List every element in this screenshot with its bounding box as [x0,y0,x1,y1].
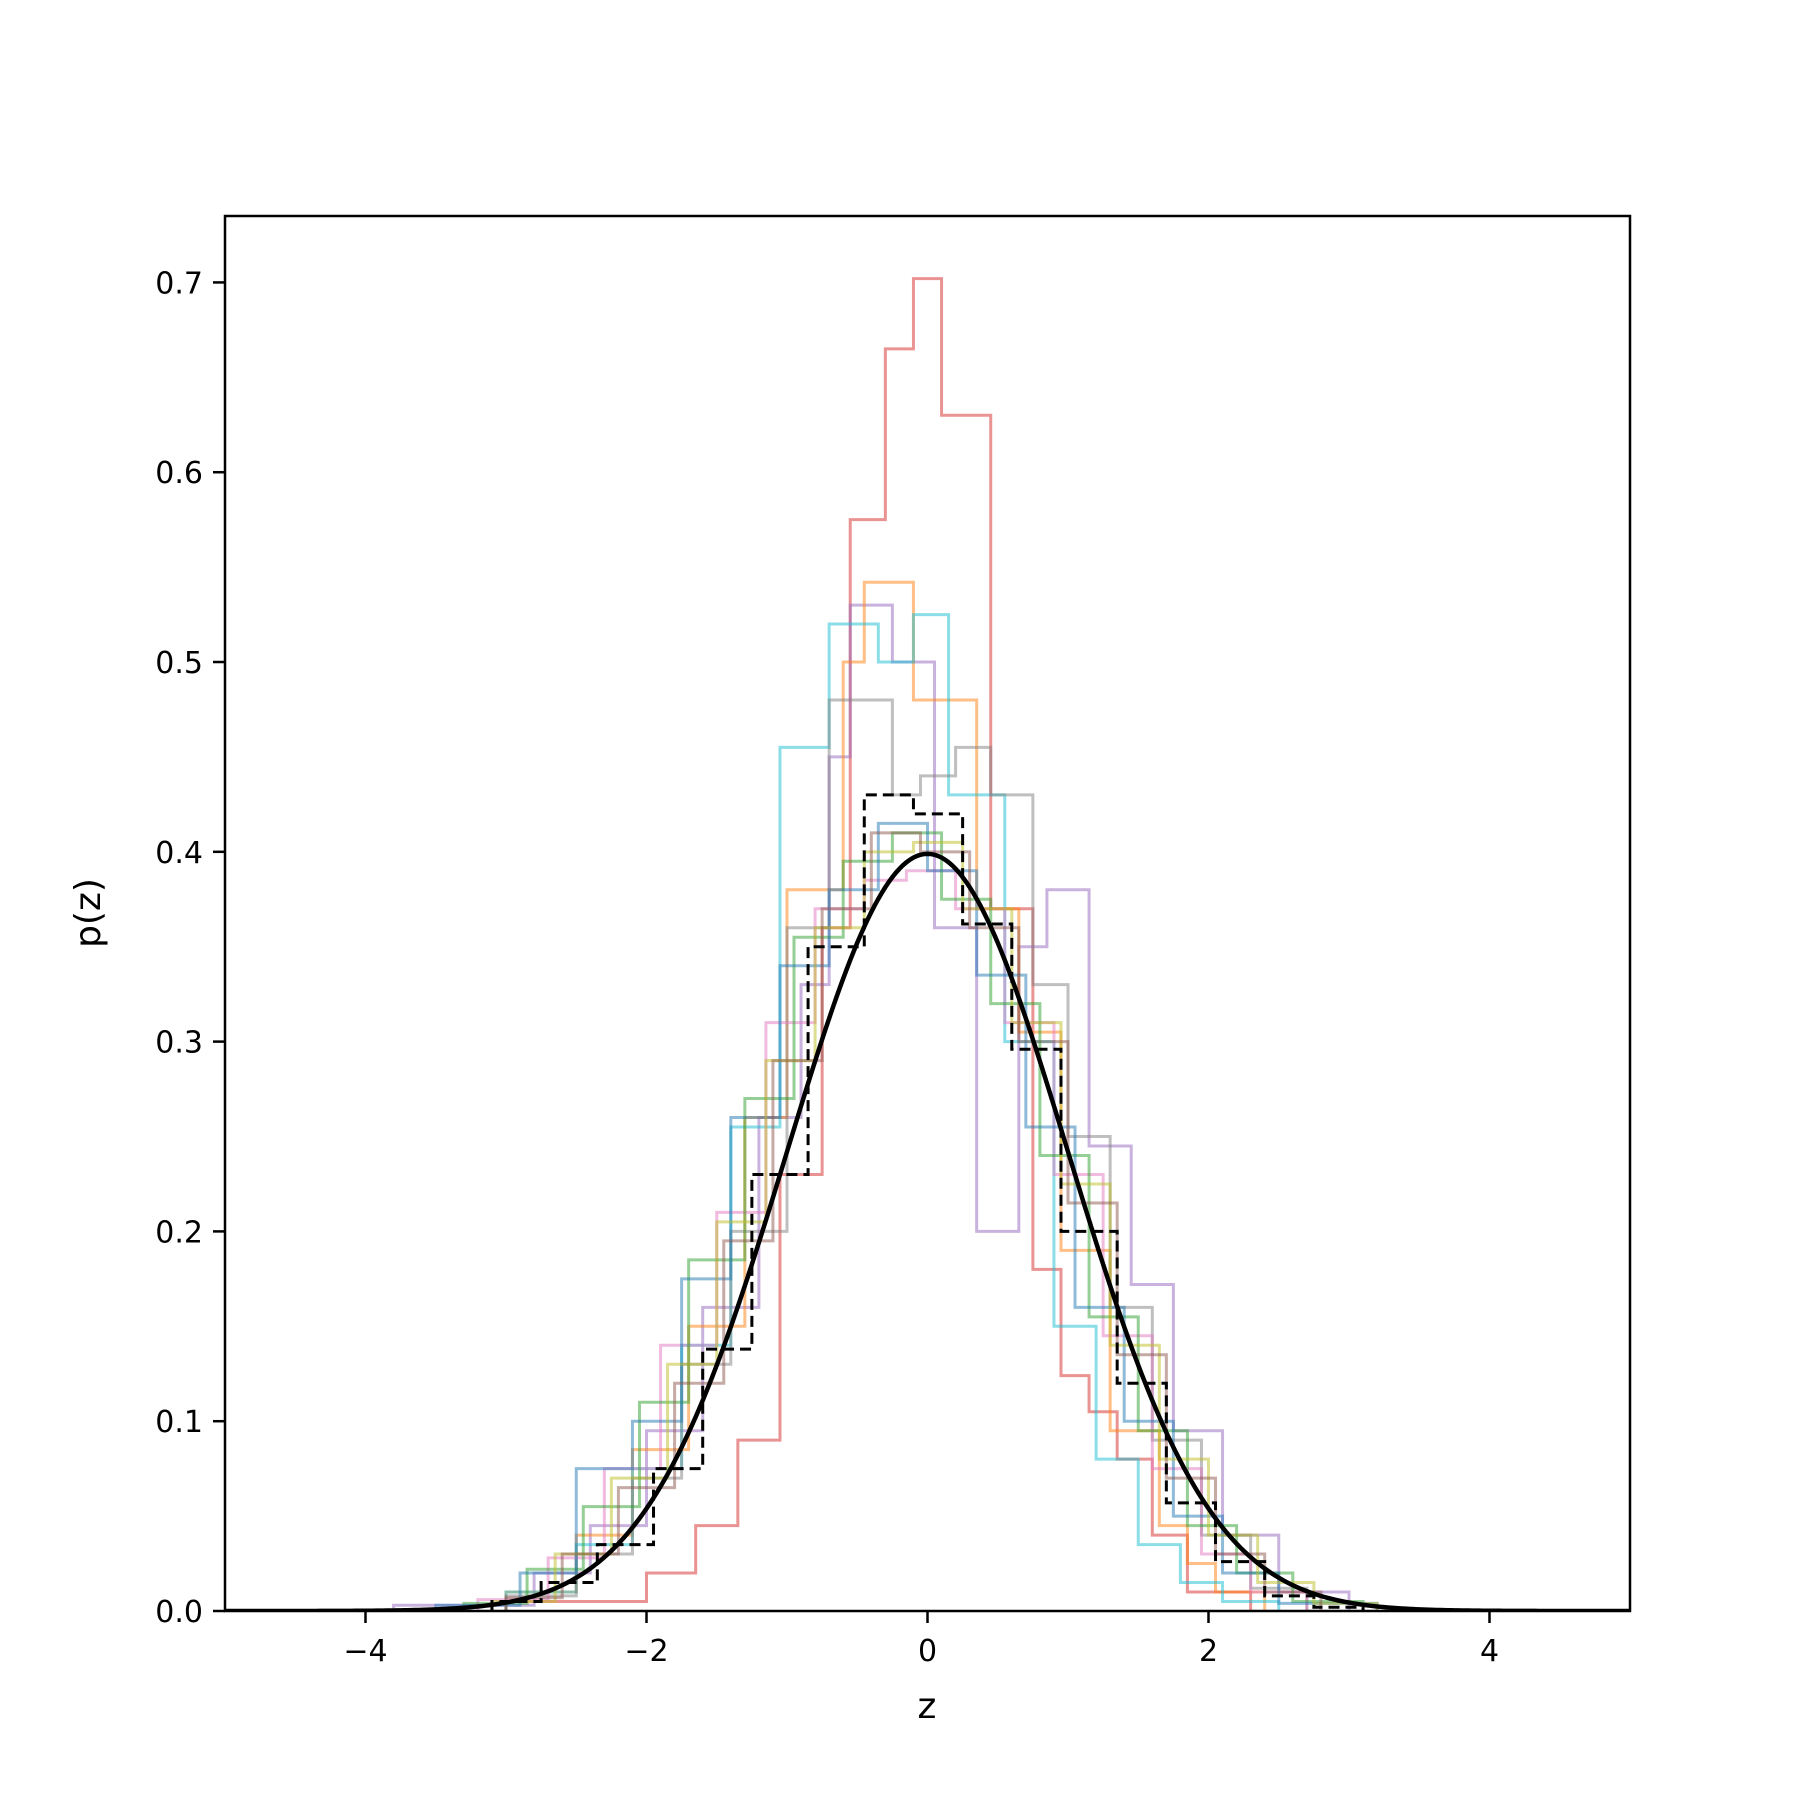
y-tick-label: 0.6 [155,456,203,491]
normal-curve-layer [225,851,1630,1611]
y-axis-ticks: 0.0 0.1 0.2 0.3 0.4 0.5 0.6 0.7 [155,266,225,1630]
x-tick-label: 2 [1199,1634,1218,1669]
x-axis-label: z [918,1686,937,1727]
x-tick-label: −4 [343,1634,387,1669]
y-tick-label: 0.5 [155,646,203,681]
y-tick-label: 0.4 [155,836,203,871]
y-tick-label: 0.3 [155,1026,203,1061]
x-tick-label: 0 [918,1634,937,1669]
y-tick-label: 0.1 [155,1405,203,1440]
y-axis-label: p(z) [68,878,109,948]
sample-histogram-8 [434,821,1379,1611]
x-axis-ticks: −4 −2 0 2 4 [343,1611,1499,1669]
normal-density-curve [225,851,1630,1611]
y-tick-label: 0.0 [155,1595,203,1630]
y-tick-label: 0.7 [155,266,203,301]
y-tick-label: 0.2 [155,1215,203,1250]
x-tick-label: 4 [1480,1634,1499,1669]
reference-histogram-layer [490,793,1365,1611]
reference-histogram [490,793,1365,1611]
x-tick-label: −2 [624,1634,668,1669]
